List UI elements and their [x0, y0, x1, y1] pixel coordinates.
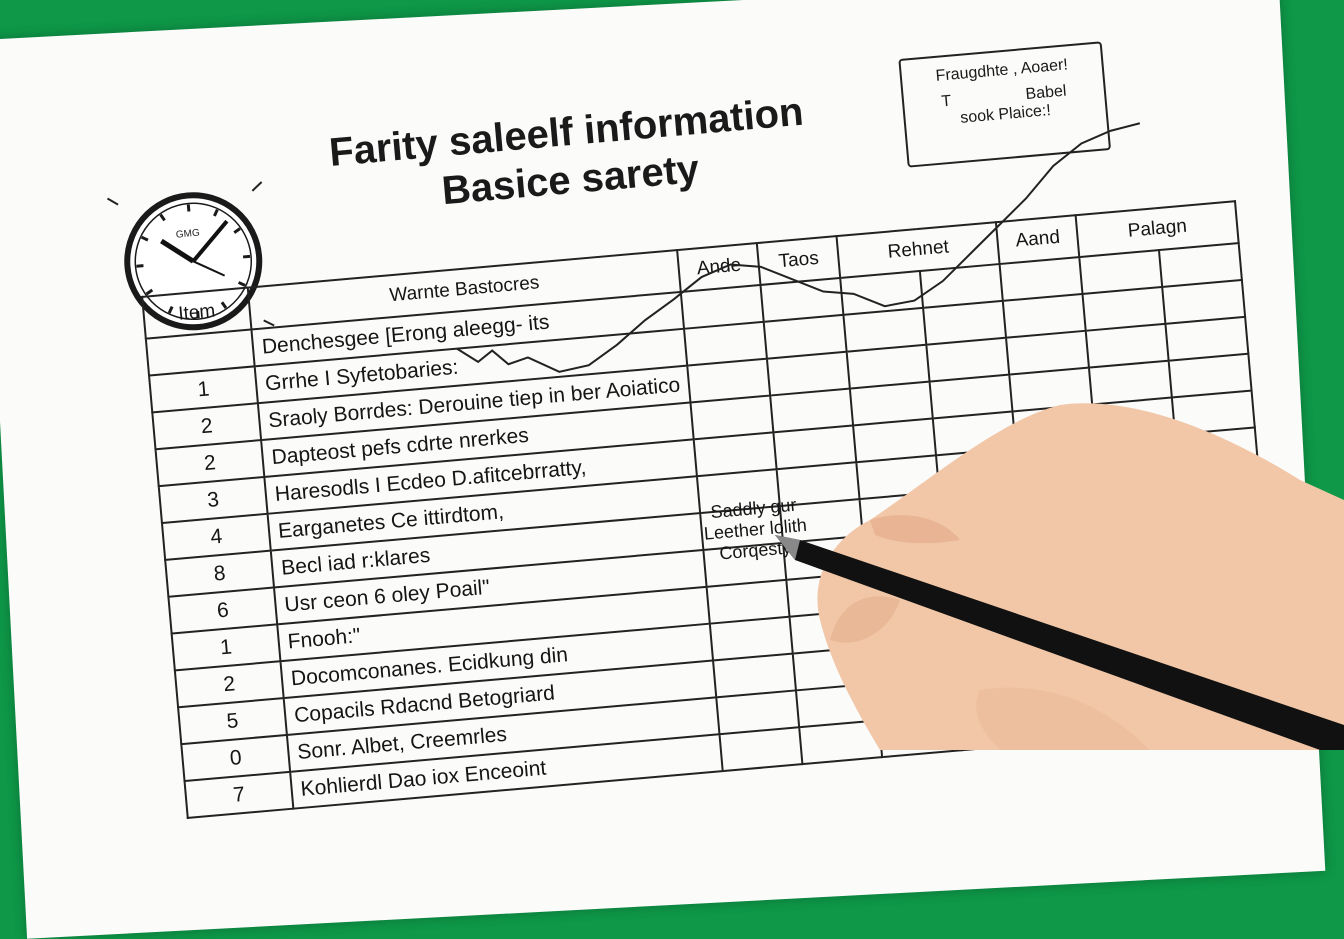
clock-tick	[233, 227, 241, 234]
form-content: Farity saleelf information Basice sarety…	[106, 41, 1281, 818]
clock-icon: GMG	[106, 181, 275, 331]
clock-tick	[167, 305, 174, 314]
clock-tick	[140, 235, 149, 242]
clock-tick	[136, 264, 144, 268]
pen-icon	[775, 535, 1344, 750]
clock-tick	[145, 288, 154, 296]
clock-tick	[242, 254, 251, 259]
clock-tick	[213, 208, 219, 217]
clock-tick	[237, 281, 246, 287]
clock-tick	[159, 213, 166, 222]
clock-tick	[220, 301, 228, 309]
hand-with-pen	[775, 403, 1344, 750]
clock-tick	[196, 310, 200, 319]
hand	[817, 403, 1344, 750]
handdrawn-line-graph	[456, 122, 1141, 373]
clock-face-text: GMG	[175, 228, 200, 241]
clock-tick	[186, 204, 191, 212]
